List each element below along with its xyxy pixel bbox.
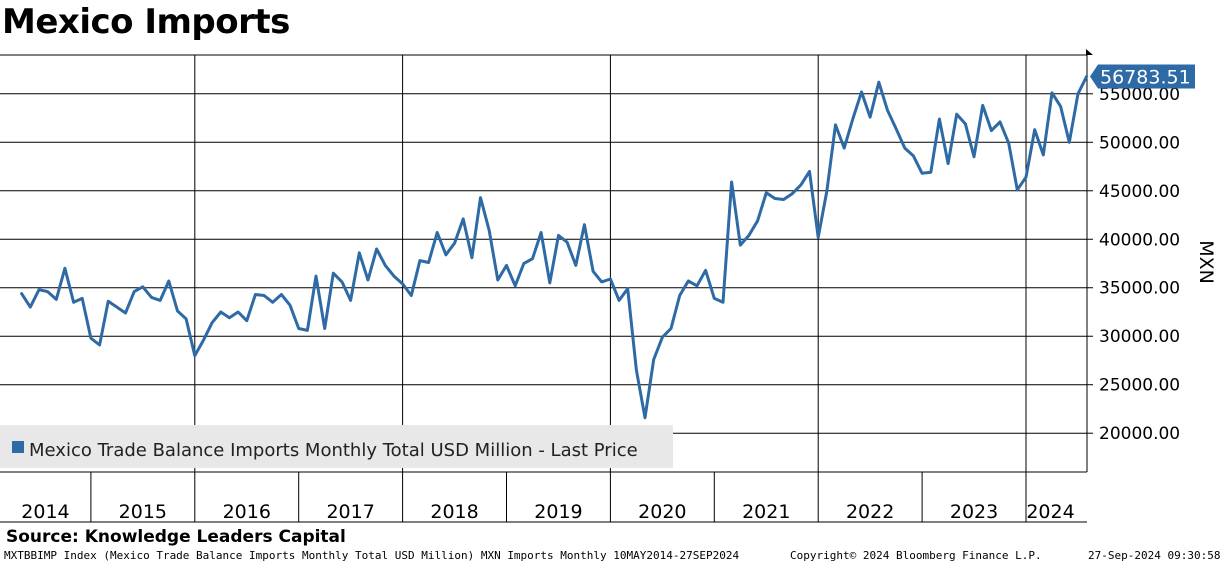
y-tick-label: 35000.00 xyxy=(1099,279,1180,299)
x-tick-label: 2022 xyxy=(846,501,894,523)
x-tick-label: 2018 xyxy=(430,501,478,523)
x-tick-label: 2015 xyxy=(119,501,167,523)
axis-layer: 20000.00 25000.00 30000.00 35000.00 40000.00… xyxy=(0,49,1217,523)
source-note: Source: Knowledge Leaders Capital xyxy=(6,527,346,547)
x-tick-label: 2021 xyxy=(742,501,790,523)
x-tick-label: 2023 xyxy=(950,501,998,523)
y-tick-label: 30000.00 xyxy=(1099,327,1180,347)
x-tick-label: 2014 xyxy=(21,501,69,523)
y-tick-label: 20000.00 xyxy=(1099,424,1180,444)
last-price-label: 56783.51 xyxy=(1100,66,1191,88)
y-tick-label: 55000.00 xyxy=(1099,85,1180,105)
label-layer: 56783.51 xyxy=(1090,64,1195,89)
x-tick-label: 2019 xyxy=(534,501,582,523)
y-tick-label: 25000.00 xyxy=(1099,376,1180,396)
footer-description: MXTBBIMP Index (Mexico Trade Balance Imp… xyxy=(4,549,740,562)
chart-title: Mexico Imports xyxy=(2,2,290,42)
y-tick-label: 50000.00 xyxy=(1099,133,1180,153)
x-tick-label: 2024 xyxy=(1026,501,1074,523)
legend-box xyxy=(0,425,673,468)
x-tick-label: 2016 xyxy=(223,501,271,523)
footer-timestamp: 27-Sep-2024 09:30:58 xyxy=(1088,549,1221,562)
x-tick-label: 2017 xyxy=(326,501,374,523)
y-axis-arrow xyxy=(1086,49,1093,55)
y-tick-label: 40000.00 xyxy=(1099,230,1180,250)
x-tick-label: 2020 xyxy=(638,501,686,523)
y-axis-label: MXN xyxy=(1195,240,1217,284)
series-layer xyxy=(20,75,1089,420)
series-line xyxy=(20,75,1089,420)
last-price-tag xyxy=(1090,64,1195,89)
y-tick-label: 45000.00 xyxy=(1099,182,1180,202)
legend-layer: Mexico Trade Balance Imports Monthly Tot… xyxy=(0,425,673,468)
legend-label: Mexico Trade Balance Imports Monthly Tot… xyxy=(29,440,638,461)
footer-copyright: Copyright© 2024 Bloomberg Finance L.P. xyxy=(790,549,1042,562)
legend-swatch xyxy=(12,441,24,453)
